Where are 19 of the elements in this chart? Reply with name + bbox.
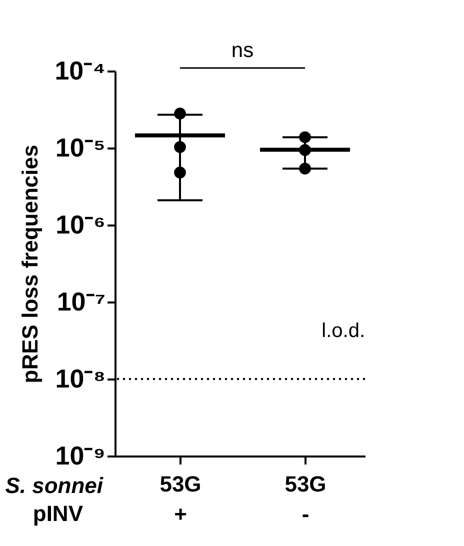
- point: [174, 141, 186, 153]
- x-tick-label: 53G +: [160, 472, 202, 526]
- x-tick-label: 53G -: [284, 472, 326, 526]
- text: S. sonnei: [5, 473, 104, 498]
- y-tick-label: 10⁻⁴: [54, 56, 106, 86]
- y-tick-label: 10⁻⁹: [55, 440, 106, 470]
- y-tick-label: 10⁻⁶: [56, 210, 106, 240]
- point: [299, 162, 311, 175]
- text: pINV: [32, 501, 84, 526]
- point: [174, 108, 186, 120]
- text: ns: [231, 39, 254, 62]
- y-tick-label: 10⁻⁸: [55, 364, 106, 394]
- ref-line-label: l.o.d.: [322, 320, 365, 342]
- point: [299, 144, 311, 156]
- point: [299, 131, 311, 144]
- y-tick-label: 10⁻⁵: [55, 132, 106, 162]
- point: [174, 166, 186, 178]
- y-tick-label: 10⁻⁷: [56, 286, 106, 316]
- y-axis-title: pRES loss frequencies: [18, 144, 43, 384]
